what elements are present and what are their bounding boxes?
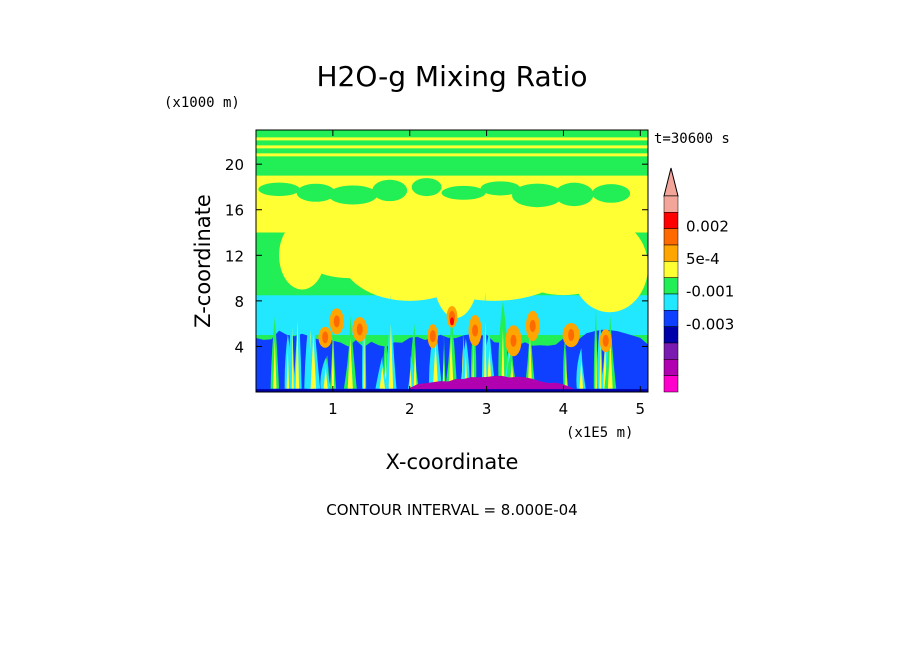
plume-core (295, 320, 300, 389)
colorbar-swatch (663, 342, 679, 360)
green-patch (480, 181, 521, 196)
plume-core (483, 321, 487, 389)
band-green-top (256, 130, 648, 176)
plume-core (363, 322, 365, 389)
plume-core (565, 348, 567, 389)
hotspot-core (429, 330, 436, 343)
colorbar-swatch (663, 244, 679, 262)
green-patch (411, 178, 442, 197)
plume-core (388, 323, 394, 389)
plot-frame (255, 129, 649, 393)
y-ticks: 4 8 12 16 20 (225, 156, 648, 356)
y-tick-label: 8 (234, 293, 244, 311)
colorbar-swatch (663, 228, 679, 246)
top-stripe (256, 157, 648, 160)
bottom-strip (256, 389, 648, 392)
colorbar-swatch (663, 310, 679, 327)
y-axis-label: Z-coordinate (191, 194, 215, 328)
plume-core (379, 367, 386, 389)
colorbar: 0.002 5e-4 -0.001 -0.003 (663, 167, 734, 393)
x-tick-label: 3 (482, 400, 492, 418)
plume (289, 297, 296, 389)
plume-core (579, 361, 584, 389)
plume-core (273, 339, 277, 389)
top-stripe (256, 145, 648, 149)
green-patch (512, 183, 563, 208)
colorbar-label: 0.002 (686, 217, 729, 235)
colorbar-swatch (663, 212, 679, 229)
x-unit-label: (x1E5 m) (566, 425, 633, 441)
colorbar-label: -0.003 (686, 315, 734, 333)
x-axis-label: X-coordinate (386, 450, 519, 474)
top-stripe (256, 149, 648, 152)
plume-core (291, 325, 294, 389)
plume-core (432, 341, 439, 389)
plume-core (527, 334, 533, 389)
top-stripe (256, 137, 648, 141)
top-stripe (256, 141, 648, 144)
contour-interval-footer: CONTOUR INTERVAL = 8.000E-04 (326, 501, 577, 519)
colorbar-swatch (663, 277, 679, 295)
green-patch (296, 183, 336, 202)
green-patch (258, 182, 300, 197)
hotspot-peak (450, 317, 454, 326)
band-bottom-magenta (409, 375, 579, 392)
hotspot-core (356, 323, 363, 336)
green-patch (441, 185, 486, 200)
plume-core (599, 340, 602, 389)
plume-core (286, 351, 290, 389)
hotspot-core (529, 319, 536, 332)
hotspot-core (510, 334, 517, 347)
plume-core (413, 343, 417, 389)
yellow-blob (432, 226, 479, 318)
green-patch (328, 185, 378, 205)
colorbar-swatch (663, 375, 679, 393)
plume-core (607, 338, 613, 389)
colorbar-label: -0.001 (686, 283, 734, 301)
colorbar-label: 5e-4 (686, 250, 720, 268)
y-tick-label: 16 (225, 202, 244, 220)
hotspot-core (472, 324, 479, 337)
colorbar-swatch (663, 359, 679, 376)
green-patch (554, 182, 594, 207)
chart-title: H2O-g Mixing Ratio (316, 60, 587, 93)
yellow-blob (279, 221, 326, 290)
y-tick-label: 20 (225, 156, 244, 174)
plume-core (442, 348, 445, 389)
yellow-blob (571, 221, 648, 313)
green-patch (372, 179, 408, 202)
y-unit-label: (x1000 m) (164, 95, 240, 111)
colorbar-extend-arrow (663, 167, 679, 197)
y-tick-label: 4 (234, 338, 244, 356)
plume-core (347, 338, 353, 389)
x-ticks: 1 2 3 4 5 (328, 130, 645, 418)
colorbar-swatch (663, 261, 679, 278)
hotspot-core (602, 334, 609, 347)
colorbar-swatch (663, 326, 679, 344)
plume-core (331, 336, 335, 389)
plume-core (448, 334, 454, 389)
hotspot-core (568, 329, 575, 342)
hotspot-core (333, 315, 340, 328)
time-label: t=30600 s (654, 131, 730, 147)
x-tick-label: 2 (405, 400, 415, 418)
x-tick-label: 5 (636, 400, 646, 418)
field-layer (256, 130, 648, 392)
hotspot-core (322, 331, 329, 344)
green-patch (592, 184, 631, 203)
plume-core (409, 366, 412, 389)
colorbar-swatch (663, 195, 679, 213)
colorbar-swatch (663, 293, 679, 311)
y-tick-label: 12 (225, 247, 244, 265)
plume-core (323, 368, 328, 389)
plume-core (501, 328, 505, 389)
plot-area (256, 130, 648, 392)
top-stripe (256, 153, 648, 157)
plume-core (472, 340, 475, 389)
x-tick-label: 4 (559, 400, 569, 418)
plume-core (310, 334, 317, 389)
plume-core (595, 333, 597, 389)
x-tick-label: 1 (328, 400, 338, 418)
